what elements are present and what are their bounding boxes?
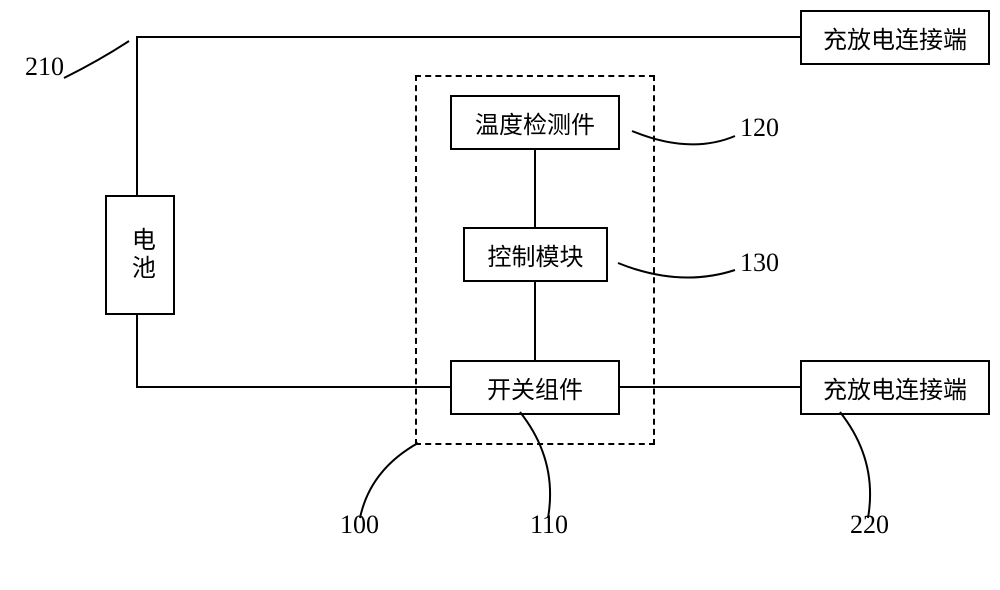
lead-220 <box>0 0 1000 590</box>
